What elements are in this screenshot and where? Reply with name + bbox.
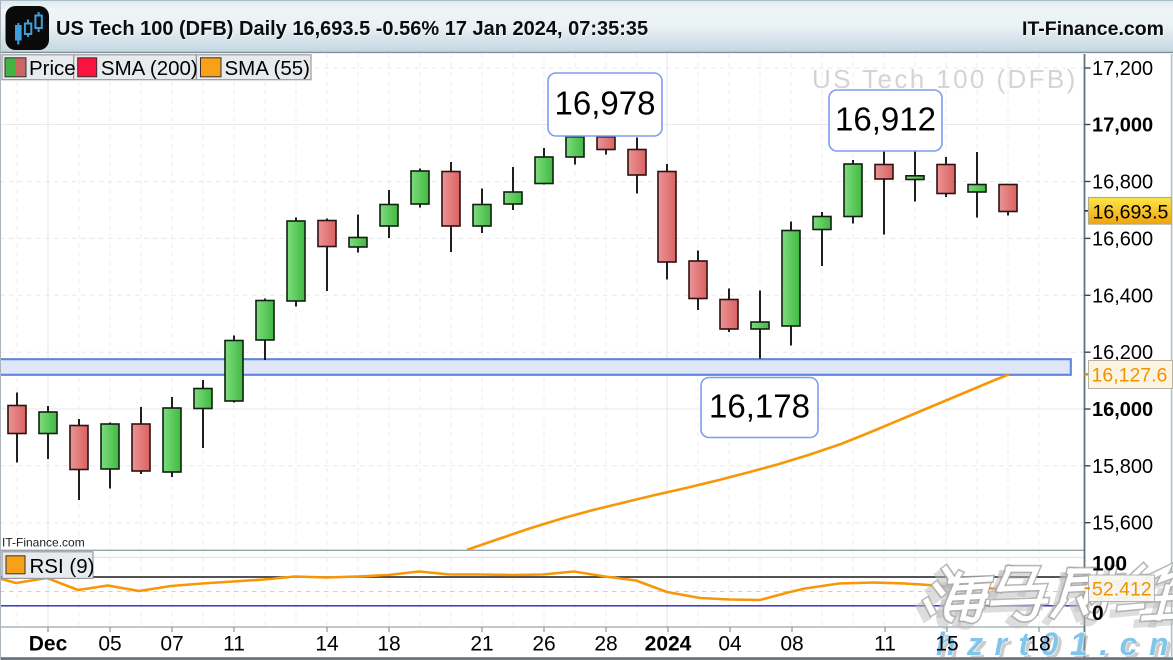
svg-text:US Tech 100 (DFB) Daily 16,693: US Tech 100 (DFB) Daily 16,693.5 -0.56% … xyxy=(56,18,648,40)
svg-text:US Tech 100 (DFB): US Tech 100 (DFB) xyxy=(812,64,1078,94)
svg-text:16,600: 16,600 xyxy=(1092,228,1153,250)
svg-text:IT-Finance.com: IT-Finance.com xyxy=(2,536,85,550)
svg-text:hzrt01.cn: hzrt01.cn xyxy=(940,629,1173,660)
svg-text:16,000: 16,000 xyxy=(1092,399,1153,421)
svg-text:16,200: 16,200 xyxy=(1092,342,1153,364)
svg-text:05: 05 xyxy=(98,633,121,656)
svg-text:16,978: 16,978 xyxy=(555,85,656,122)
svg-text:17,200: 17,200 xyxy=(1092,58,1153,80)
svg-text:28: 28 xyxy=(594,633,617,656)
svg-text:08: 08 xyxy=(780,633,803,656)
svg-text:11: 11 xyxy=(223,633,245,656)
svg-text:15: 15 xyxy=(935,633,958,656)
svg-text:15,800: 15,800 xyxy=(1092,456,1153,478)
svg-text:11: 11 xyxy=(874,633,896,656)
svg-text:04: 04 xyxy=(718,633,742,656)
svg-text:2024: 2024 xyxy=(645,633,692,656)
svg-text:18: 18 xyxy=(377,633,400,656)
svg-text:SMA (55): SMA (55) xyxy=(225,57,310,80)
svg-text:16,127.6: 16,127.6 xyxy=(1092,365,1168,387)
svg-text:US Tech 100 (DFB) Daily 16,693: US Tech 100 (DFB) Daily 16,693.5 -0.56% … xyxy=(57,19,649,41)
svg-text:100: 100 xyxy=(1092,553,1127,576)
svg-text:16,800: 16,800 xyxy=(1092,172,1153,194)
svg-text:15,600: 15,600 xyxy=(1092,513,1153,535)
svg-text:16,400: 16,400 xyxy=(1092,285,1153,307)
svg-text:21: 21 xyxy=(470,633,493,656)
svg-text:16,178: 16,178 xyxy=(709,388,810,425)
svg-text:16,912: 16,912 xyxy=(835,101,936,138)
svg-text:17,000: 17,000 xyxy=(1092,115,1153,137)
svg-text:SMA (200): SMA (200) xyxy=(101,57,198,80)
svg-text:IT-Finance.com: IT-Finance.com xyxy=(1022,18,1164,40)
svg-text:Price: Price xyxy=(29,57,76,80)
svg-text:18: 18 xyxy=(1027,633,1050,656)
svg-text:Dec: Dec xyxy=(29,633,68,656)
svg-text:0: 0 xyxy=(1092,602,1104,625)
svg-text:14: 14 xyxy=(315,633,339,656)
svg-text:hzrt01.cn: hzrt01.cn xyxy=(936,626,1173,660)
svg-text:16,693.5: 16,693.5 xyxy=(1093,201,1169,223)
svg-text:07: 07 xyxy=(160,633,183,656)
svg-text:26: 26 xyxy=(532,633,555,656)
svg-text:52.412: 52.412 xyxy=(1092,579,1152,601)
svg-text:IT-Finance.com: IT-Finance.com xyxy=(1023,19,1165,41)
svg-text:RSI (9): RSI (9) xyxy=(30,555,95,578)
